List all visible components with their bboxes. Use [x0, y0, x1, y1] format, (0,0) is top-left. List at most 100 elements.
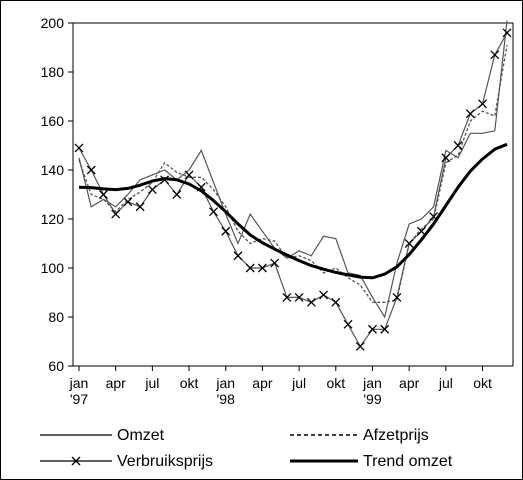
data-point-marker — [331, 297, 341, 307]
legend-label: Omzet — [117, 427, 165, 444]
marker-stroke — [245, 263, 255, 273]
data-point-marker — [368, 324, 377, 334]
marker-stroke — [221, 226, 231, 236]
data-point-marker — [98, 190, 108, 199]
x-tick-label: jul — [291, 375, 306, 391]
y-tick-label: 60 — [48, 358, 64, 374]
data-point-marker — [502, 28, 512, 38]
data-point-marker — [209, 207, 218, 217]
marker-stroke — [86, 165, 96, 175]
marker-stroke — [331, 297, 341, 307]
marker-stroke — [282, 292, 292, 302]
legend-item-omzet: Omzet — [40, 427, 165, 444]
marker-stroke — [184, 170, 194, 180]
data-point-marker — [490, 50, 500, 60]
data-point-marker — [257, 263, 267, 273]
y-tick-label: 140 — [41, 162, 65, 178]
marker-stroke — [294, 292, 304, 302]
x-tick-label: okt — [473, 375, 492, 391]
marker-stroke — [74, 143, 84, 153]
data-point-marker — [245, 263, 255, 273]
y-tick-label: 160 — [41, 113, 65, 129]
marker-stroke — [123, 197, 133, 207]
legend-marker-stroke — [71, 456, 81, 466]
marker-stroke — [111, 209, 121, 219]
marker-stroke — [257, 263, 267, 273]
data-point-marker — [282, 292, 292, 302]
x-tick-label: jan — [69, 375, 89, 391]
marker-stroke — [404, 239, 414, 248]
data-point-marker — [453, 141, 463, 150]
data-point-marker — [343, 319, 353, 329]
marker-stroke — [429, 212, 439, 222]
marker-stroke — [172, 190, 182, 199]
marker-stroke — [147, 185, 157, 195]
marker-stroke — [380, 324, 390, 334]
data-point-marker — [172, 190, 182, 199]
data-point-marker — [355, 341, 365, 351]
x-tick-year-label: '99 — [363, 391, 381, 407]
data-point-marker — [392, 292, 402, 302]
y-axis: 60 80 100 120 140 160 180 200 — [41, 15, 73, 374]
marker-stroke — [343, 319, 353, 329]
data-point-marker — [111, 209, 121, 219]
y-tick-label: 180 — [41, 64, 65, 80]
data-point-marker — [147, 185, 157, 195]
marker-stroke — [416, 226, 426, 236]
marker-stroke — [355, 341, 365, 351]
series-layer — [74, 20, 512, 351]
plot-area — [72, 22, 514, 367]
marker-stroke — [490, 50, 500, 60]
x-tick-year-label: '98 — [217, 391, 235, 407]
data-point-marker — [465, 109, 475, 119]
x-tick-label: apr — [252, 375, 273, 391]
marker-stroke — [368, 324, 377, 334]
data-point-marker — [86, 165, 96, 175]
data-point-marker — [74, 143, 84, 153]
y-tick-label: 120 — [41, 211, 65, 227]
data-point-marker — [294, 292, 304, 302]
marker-stroke — [441, 153, 451, 163]
data-point-marker — [441, 153, 451, 163]
marker-stroke — [465, 109, 475, 119]
data-point-marker — [478, 99, 488, 109]
marker-stroke — [209, 207, 218, 217]
marker-stroke — [319, 290, 329, 300]
legend: Omzet Afzetprijs Verbruiksprijs Trend omzet — [40, 427, 453, 470]
x-tick-label: apr — [106, 375, 127, 391]
data-point-marker — [319, 290, 329, 300]
y-tick-label: 200 — [41, 15, 65, 31]
marker-stroke — [233, 251, 243, 261]
marker-stroke — [306, 297, 316, 307]
data-point-marker — [404, 239, 414, 248]
x-tick-label: okt — [180, 375, 199, 391]
x-tick-year-label: '97 — [70, 391, 88, 407]
x-tick-label: okt — [326, 375, 345, 391]
legend-label: Trend omzet — [363, 453, 453, 470]
legend-item-trend-omzet: Trend omzet — [290, 453, 453, 470]
data-point-marker — [270, 258, 280, 268]
x-tick-label: apr — [399, 375, 420, 391]
series-line-omzet — [78, 20, 508, 319]
y-tick-label: 80 — [48, 309, 64, 325]
series-line-trend-omzet — [78, 142, 508, 280]
marker-stroke — [502, 28, 512, 38]
legend-item-afzetprijs: Afzetprijs — [290, 427, 429, 444]
marker-stroke — [98, 190, 108, 199]
marker-stroke — [453, 141, 463, 150]
x-tick-label: jan — [362, 375, 382, 391]
data-point-marker — [233, 251, 243, 261]
x-tick-label: jul — [144, 375, 159, 391]
y-tick-label: 100 — [41, 260, 65, 276]
data-point-marker — [306, 297, 316, 307]
data-point-marker — [123, 197, 133, 207]
legend-label: Afzetprijs — [363, 427, 429, 444]
marker-stroke — [478, 99, 488, 109]
x-tick-label: jul — [438, 375, 453, 391]
data-point-marker — [184, 170, 194, 180]
marker-stroke — [270, 258, 280, 268]
marker-stroke — [392, 292, 402, 302]
